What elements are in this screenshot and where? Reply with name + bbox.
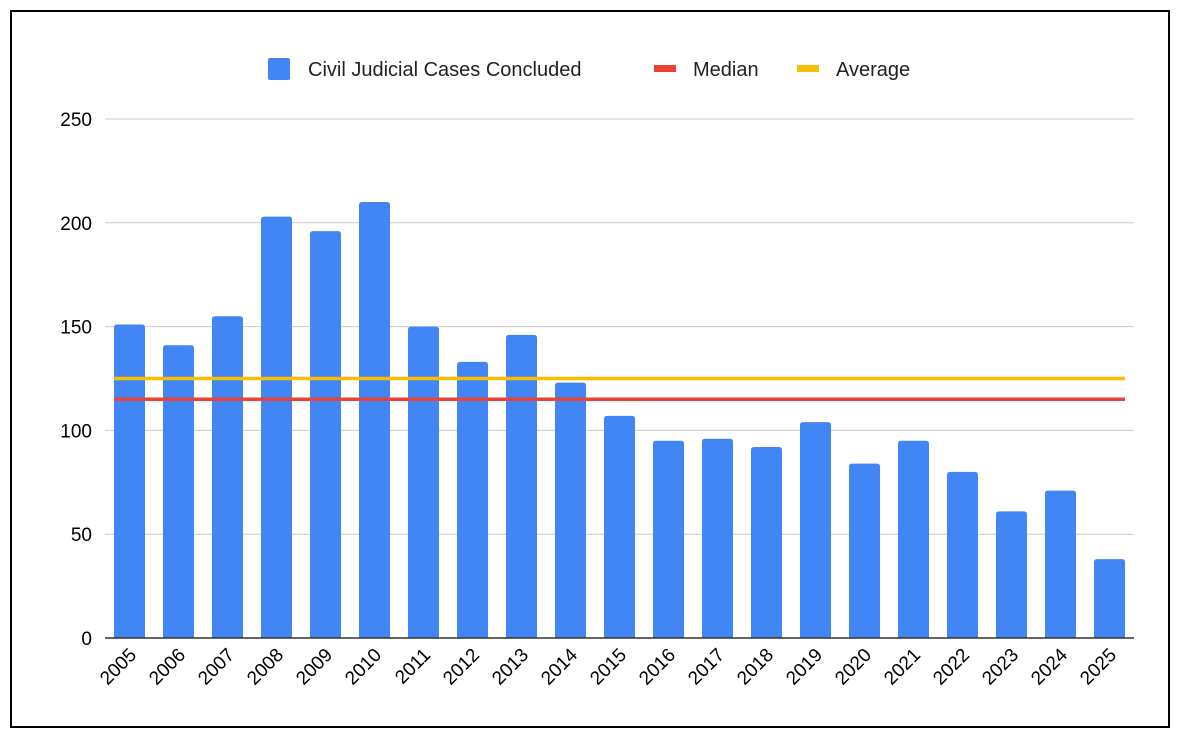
bar-2022	[947, 471, 978, 638]
bar-2019	[800, 422, 831, 638]
x-tick-label: 2006	[145, 645, 190, 690]
legend-label-average: Average	[836, 59, 910, 81]
legend-swatch-median	[654, 65, 676, 72]
bar-2013	[506, 334, 537, 638]
bar-2015	[604, 415, 635, 638]
x-tick-label: 2013	[488, 645, 533, 690]
bar-2020	[849, 463, 880, 638]
bar-2018	[751, 447, 782, 638]
x-tick-label: 2020	[831, 645, 876, 690]
bar-2005	[114, 324, 145, 638]
x-tick-label: 2009	[292, 645, 337, 690]
reference-lines	[114, 376, 1125, 402]
x-tick-label: 2018	[733, 645, 778, 690]
bar-2023	[996, 511, 1027, 638]
legend-swatch-average	[797, 65, 819, 72]
bar-2017	[702, 438, 733, 638]
x-tick-label: 2023	[978, 645, 1023, 690]
bar-2016	[653, 440, 684, 638]
bar-2024	[1045, 490, 1076, 638]
x-tick-label: 2005	[96, 645, 141, 690]
x-tick-label: 2012	[439, 645, 484, 690]
bar-2006	[163, 345, 194, 638]
bar-2012	[457, 361, 488, 638]
legend: Civil Judicial Cases Concluded Median Av…	[268, 58, 910, 81]
x-tick-label: 2016	[635, 645, 680, 690]
x-tick-label: 2007	[194, 645, 239, 690]
y-axis: 0 50 100 150 200 250	[60, 110, 92, 650]
x-tick-label: 2022	[929, 645, 974, 690]
legend-label-cases: Civil Judicial Cases Concluded	[308, 59, 581, 81]
bar-2008	[261, 216, 292, 638]
y-tick-label: 150	[60, 318, 92, 339]
x-tick-label: 2008	[243, 645, 288, 690]
x-tick-label: 2025	[1076, 645, 1121, 690]
y-tick-label: 100	[60, 421, 92, 442]
x-tick-label: 2014	[537, 644, 582, 689]
bar-2010	[359, 202, 390, 639]
bar-2014	[555, 382, 586, 638]
x-axis: 2005 2006 2007 2008 2009 2010 2011 2012 2013 2014…	[96, 644, 1121, 689]
bar-2025	[1094, 559, 1125, 638]
bar-2011	[408, 326, 439, 638]
bar-2007	[212, 316, 243, 638]
bar-2021	[898, 440, 929, 638]
bar-2009	[310, 231, 341, 638]
x-tick-label: 2011	[391, 645, 435, 689]
x-tick-label: 2024	[1027, 644, 1072, 689]
y-tick-label: 250	[60, 110, 92, 131]
x-tick-label: 2017	[684, 645, 729, 690]
x-tick-label: 2019	[782, 645, 827, 690]
bar-series	[114, 202, 1125, 639]
y-tick-label: 200	[60, 214, 92, 235]
x-tick-label: 2015	[586, 645, 631, 690]
x-tick-label: 2021	[880, 645, 925, 690]
legend-swatch-cases	[268, 58, 290, 80]
y-tick-label: 0	[81, 629, 92, 650]
x-tick-label: 2010	[341, 645, 386, 690]
y-tick-label: 50	[71, 525, 92, 546]
legend-label-median: Median	[693, 59, 759, 81]
